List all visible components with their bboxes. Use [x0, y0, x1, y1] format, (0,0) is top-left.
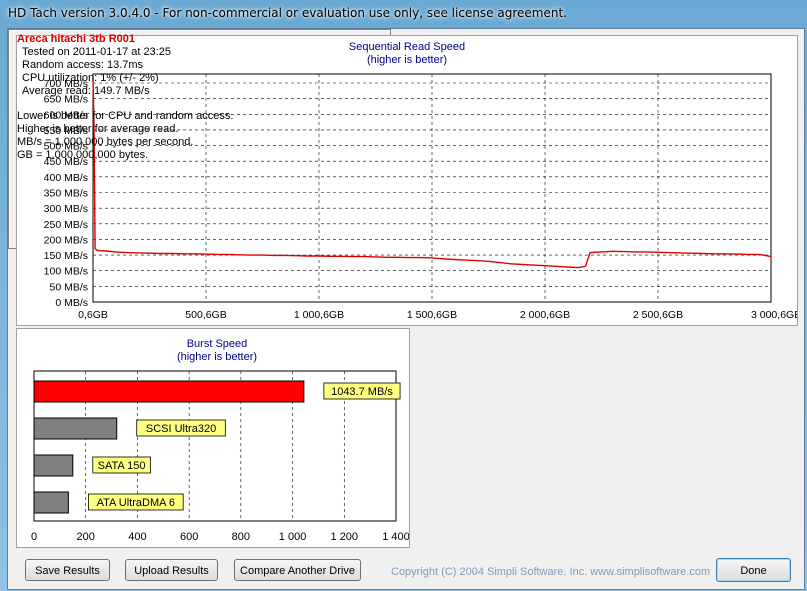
seq-chart-title: Sequential Read Speed	[348, 41, 466, 53]
burst-x-tick-label: 600	[180, 531, 198, 543]
seq-x-tick-label: 0,6GB	[78, 309, 108, 321]
window-title: HD Tach version 3.0.4.0 - For non-commer…	[8, 6, 567, 20]
seq-y-tick-label: 150 MB/s	[44, 250, 88, 262]
save-results-button[interactable]: Save Results	[25, 559, 110, 581]
burst-bar-label-box	[323, 382, 401, 400]
seq-y-tick-label: 200 MB/s	[44, 234, 88, 246]
seq-y-tick-label: 300 MB/s	[44, 203, 88, 215]
burst-x-tick-label: 800	[232, 531, 250, 543]
done-button[interactable]: Done	[716, 558, 791, 582]
note-higher-better: Higher is better for average read.	[17, 123, 179, 135]
sequential-read-panel: Sequential Read Speed (higher is better)…	[16, 35, 798, 326]
seq-read-series-line	[92, 76, 772, 269]
title-bar[interactable]: HD Tach version 3.0.4.0 - For non-commer…	[0, 0, 807, 28]
burst-bar-label: 1043.7 MB/s	[331, 386, 393, 398]
seq-y-tick-label: 700 MB/s	[44, 78, 88, 90]
burst-chart-title-block: Burst Speed (higher is better)	[147, 338, 287, 364]
seq-chart-title-block: Sequential Read Speed (higher is better)	[17, 41, 797, 67]
burst-x-tick-label: 1 000	[279, 531, 307, 543]
burst-x-tick-label: 200	[77, 531, 95, 543]
sequential-read-chart: 700 MB/s 650 MB/s 600 MB/s 550 MB/s 500 MB/s…	[44, 73, 797, 321]
average-read-text: Average read: 149.7 MB/s	[22, 85, 150, 97]
burst-chart-subtitle: (higher is better)	[176, 351, 258, 363]
burst-bar-label: SCSI Ultra320	[146, 423, 216, 435]
burst-x-tick-label: 400	[128, 531, 146, 543]
seq-x-tick-label: 500,6GB	[185, 309, 226, 321]
minimize-button[interactable]	[702, 0, 728, 20]
seq-y-tick-label: 650 MB/s	[44, 94, 88, 106]
burst-chart-title: Burst Speed	[186, 338, 248, 350]
burst-speed-panel: Burst Speed (higher is better) 0 200 400 60…	[16, 328, 410, 548]
close-button[interactable]	[754, 0, 800, 20]
seq-x-tick-label: 1 500,6GB	[407, 309, 457, 321]
tested-on-text: Tested on 2011-01-17 at 23:25	[22, 46, 172, 58]
seq-y-tick-label: 450 MB/s	[44, 156, 88, 168]
burst-bar	[33, 417, 118, 440]
main-client-area: Sequential Read Speed (higher is better)…	[7, 28, 805, 590]
burst-bar	[33, 380, 305, 403]
burst-bar-label: ATA UltraDMA 6	[97, 497, 175, 509]
compare-another-drive-button[interactable]: Compare Another Drive	[234, 559, 361, 581]
seq-chart-subtitle: (higher is better)	[366, 54, 448, 66]
seq-y-tick-label: 250 MB/s	[44, 219, 88, 231]
seq-x-tick-label: 2 500,6GB	[633, 309, 683, 321]
burst-bar-label-box	[136, 419, 226, 437]
seq-y-tick-label: 400 MB/s	[44, 172, 88, 184]
note-gb-definition: GB = 1,000,000,000 bytes.	[17, 149, 149, 161]
seq-y-tick-label: 0 MB/s	[55, 297, 88, 309]
burst-bar-label: SATA 150	[98, 460, 146, 472]
seq-y-tick-label: 350 MB/s	[44, 188, 88, 200]
seq-y-tick-label: 50 MB/s	[49, 281, 88, 293]
burst-x-tick-label: 1 200	[331, 531, 359, 543]
upload-results-button[interactable]: Upload Results	[125, 559, 218, 581]
seq-y-tick-label: 100 MB/s	[44, 266, 88, 278]
random-access-text: Random access: 13.7ms	[22, 59, 144, 71]
seq-y-tick-label: 550 MB/s	[44, 125, 88, 137]
seq-x-tick-label: 2 000,6GB	[520, 309, 570, 321]
burst-x-tick-label: 1 400	[382, 531, 409, 543]
seq-x-tick-label: 3 000,6GE	[751, 309, 797, 321]
note-mbs-definition: MB/s = 1,000,000 bytes per second.	[17, 136, 194, 148]
burst-bar-label-box	[87, 493, 184, 511]
drive-name: Areca hitachi 3tb R001	[17, 33, 135, 45]
note-lower-better: Lower is better for CPU and random acces…	[17, 110, 234, 122]
burst-bar-label-box	[92, 456, 151, 474]
maximize-button[interactable]	[728, 0, 754, 20]
burst-bar	[33, 491, 69, 514]
burst-bar	[33, 454, 74, 477]
burst-x-tick-label: 0	[31, 531, 37, 543]
seq-y-tick-label: 500 MB/s	[44, 141, 88, 153]
copyright-text: Copyright (C) 2004 Simpli Software, Inc.…	[391, 566, 711, 578]
seq-y-tick-label: 600 MB/s	[44, 109, 88, 121]
burst-speed-chart: 0 200 400 600 800 1 000 1 200 1 400 1043.7 MB/s S…	[31, 370, 409, 543]
cpu-utilization-text: CPU utilization: 1% (+/- 2%)	[22, 72, 159, 84]
seq-x-tick-label: 1 000,6GB	[294, 309, 344, 321]
